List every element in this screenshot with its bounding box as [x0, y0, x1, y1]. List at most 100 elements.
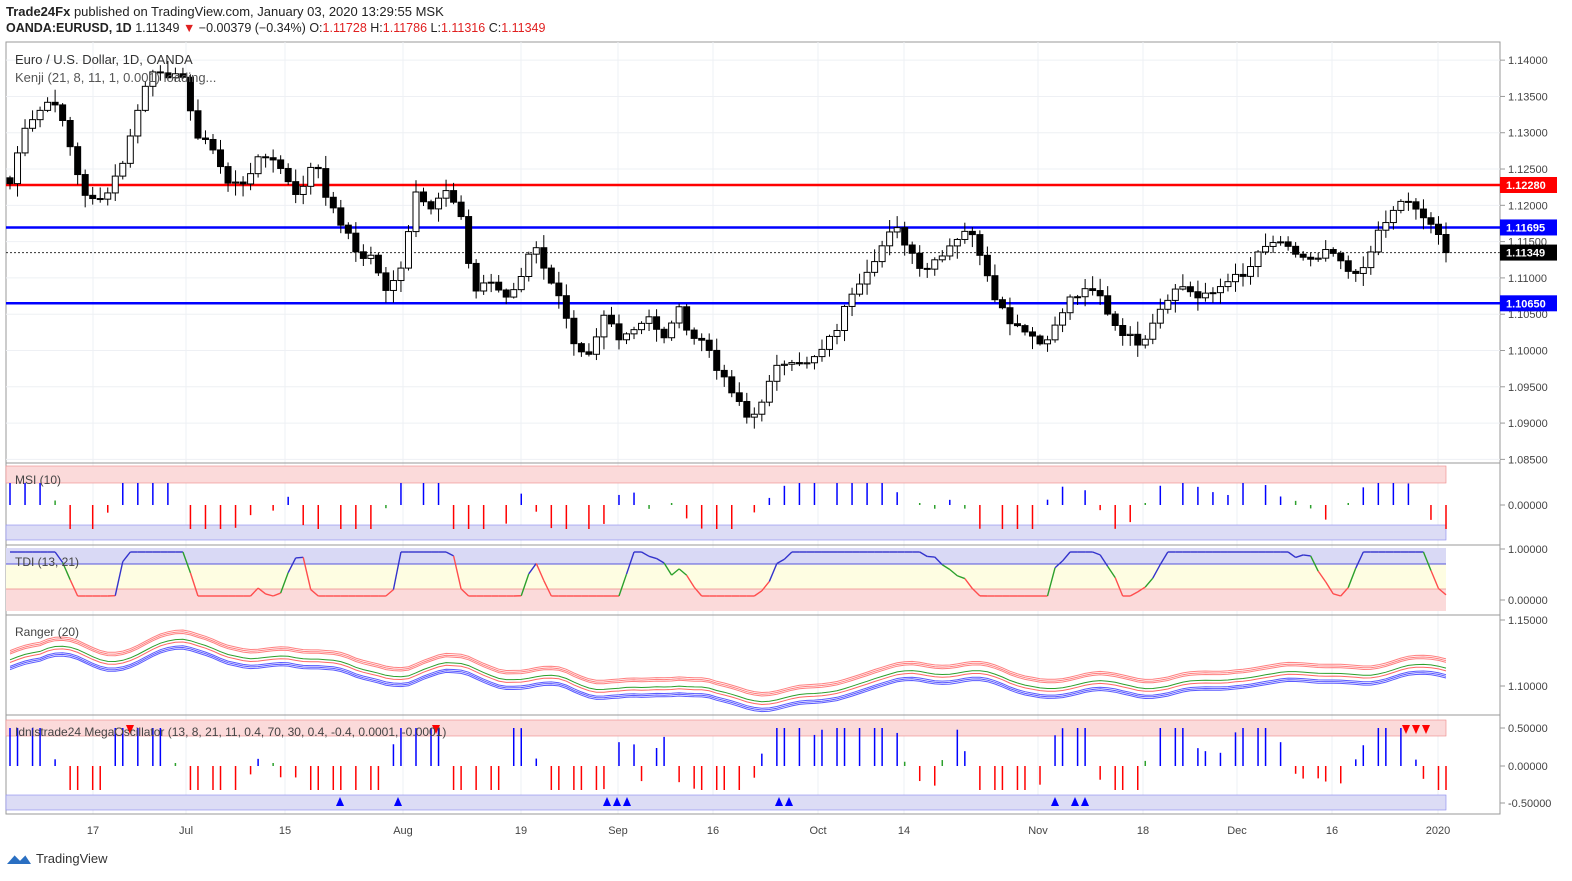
time-tick-label: Jul	[179, 825, 193, 837]
candle-up	[517, 276, 525, 291]
tdi-segment	[949, 568, 958, 577]
last-price-badge-label: 1.11349	[1506, 248, 1545, 260]
tdi-segment	[1430, 570, 1440, 589]
candle-up	[1209, 292, 1217, 295]
msi-pane[interactable]: MSI (10)	[5, 465, 1447, 541]
indicator-tick-label: 0.00000	[1508, 761, 1548, 773]
legend-kenji: Kenji (21, 8, 11, 1, 0.001) loading...	[15, 70, 216, 85]
tdi-segment	[957, 575, 966, 580]
tradingview-footer[interactable]: TradingView	[6, 851, 108, 866]
tdi-segment	[520, 573, 530, 596]
tdi-pane[interactable]: TDI (13, 21)	[6, 548, 1447, 611]
sell-signal-icon	[432, 725, 440, 734]
candle-down	[1412, 201, 1420, 210]
candle-up	[750, 413, 758, 418]
tdi-segment	[776, 558, 785, 565]
ranger-band-line	[9, 648, 1447, 713]
candle-down	[607, 314, 615, 325]
candle-down	[359, 251, 367, 259]
tdi-segment	[919, 551, 928, 558]
candle-up	[1171, 288, 1179, 301]
candle-up	[623, 333, 631, 341]
main-price-pane[interactable]: Euro / U.S. Dollar, 1D, OANDA Kenji (21,…	[6, 52, 1500, 429]
ranger-label: Ranger (20)	[15, 625, 79, 639]
tdi-segment	[648, 555, 657, 560]
price-tick-label: 1.10000	[1508, 345, 1548, 357]
candle-up	[1224, 281, 1232, 288]
time-tick-label: 18	[1137, 825, 1149, 837]
candle-up	[1141, 338, 1149, 346]
candle-up	[1074, 296, 1082, 299]
ranger-pane[interactable]: Ranger (20)	[9, 625, 1447, 713]
candle-up	[1277, 241, 1285, 244]
candle-down	[502, 289, 510, 298]
candle-down	[1111, 313, 1119, 326]
candle-down	[555, 282, 563, 297]
candle-up	[1066, 296, 1074, 314]
tdi-segment	[310, 589, 319, 597]
tdi-segment	[257, 587, 267, 595]
candles[interactable]	[6, 60, 1450, 429]
ranger-band-line	[9, 641, 1447, 706]
candle-up	[442, 190, 450, 199]
msi-bars	[9, 483, 1447, 529]
candle-up	[1247, 266, 1255, 277]
tdi-segment	[1129, 591, 1139, 597]
candle-down	[472, 262, 480, 292]
candle-down	[465, 216, 473, 264]
candle-down	[1186, 286, 1194, 293]
candle-down	[1307, 256, 1315, 260]
close-label: C:	[488, 21, 502, 35]
tdi-segment	[1287, 551, 1297, 559]
price-tick-label: 1.10500	[1508, 309, 1548, 321]
candle-down	[923, 267, 931, 270]
tdi-segment	[1303, 554, 1311, 557]
candle-up	[886, 231, 894, 247]
candle-up	[1397, 200, 1405, 211]
time-tick-label: Dec	[1227, 825, 1247, 837]
tdi-mid-zone	[6, 564, 1446, 589]
candle-down	[314, 166, 322, 170]
time-axis[interactable]: 17 Jul 15 Aug 19 Sep 16 Oct 14 Nov 18 Dec 16 2020	[87, 825, 1450, 837]
mega-oscillator-pane[interactable]: Idnistrade24 MegaOscillator (13, 8, 21, …	[5, 719, 1447, 811]
candle-down	[81, 174, 89, 196]
candle-up	[1149, 322, 1157, 340]
mega-lower-zone	[5, 794, 1447, 811]
candle-down	[51, 101, 59, 106]
candle-up	[1179, 286, 1187, 290]
candle-down	[540, 247, 548, 269]
tdi-segment	[250, 587, 259, 597]
candle-down	[705, 339, 713, 351]
candle-up	[1216, 286, 1224, 294]
indicator-axes: 0.00000 1.00000 0.00000 1.15000 1.10000 0.500…	[1500, 500, 1551, 810]
candle-up	[1059, 312, 1067, 326]
msi-lower-zone	[5, 524, 1447, 541]
tdi-segment	[1340, 587, 1349, 597]
candle-down	[698, 337, 706, 341]
candle-down	[1104, 295, 1112, 315]
ranger-band-line	[9, 645, 1447, 709]
candle-up	[247, 173, 255, 185]
candle-down	[683, 306, 691, 331]
tdi-segment	[1310, 555, 1319, 572]
candle-up	[592, 336, 600, 355]
candle-up	[1374, 229, 1382, 253]
candle-down	[653, 316, 661, 330]
tdi-segment	[1325, 581, 1334, 595]
candle-down	[998, 299, 1006, 309]
msi-upper-zone	[5, 465, 1447, 484]
candle-down	[277, 159, 285, 169]
candle-down	[164, 72, 172, 79]
candle-down	[96, 198, 104, 201]
chart-canvas[interactable]: Euro / U.S. Dollar, 1D, OANDA Kenji (21,…	[0, 40, 1572, 845]
candle-down	[585, 351, 593, 355]
price-axis[interactable]: 1.140001.135001.130001.125001.120001.115…	[1500, 55, 1548, 466]
candle-up	[878, 245, 886, 263]
candle-down	[1013, 323, 1021, 327]
tdi-segment	[1114, 577, 1124, 597]
candle-up	[600, 314, 608, 338]
tdi-segment	[663, 562, 673, 576]
candle-down	[1352, 270, 1360, 274]
tdi-segment	[295, 556, 304, 559]
tdi-segment	[1046, 567, 1056, 597]
